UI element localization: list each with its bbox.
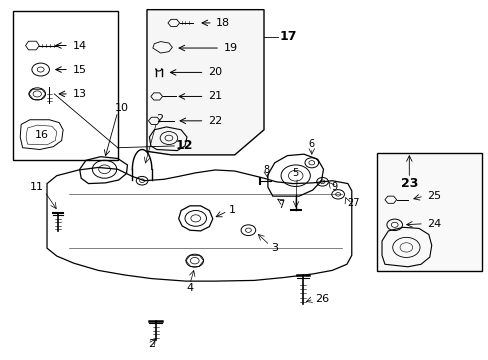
Text: 8: 8 [263,165,269,175]
Bar [376,153,481,271]
Text: 25: 25 [427,191,441,201]
Text: 2: 2 [148,339,155,349]
Polygon shape [147,10,264,155]
Circle shape [245,228,251,232]
Text: 11: 11 [30,182,44,192]
Circle shape [390,222,397,227]
Text: 21: 21 [207,91,222,102]
Text: 14: 14 [73,41,87,50]
Text: 16: 16 [35,130,49,140]
Text: 10: 10 [115,103,129,113]
Circle shape [320,180,325,184]
Text: 20: 20 [207,67,222,77]
Text: 24: 24 [427,219,441,229]
Text: 13: 13 [73,89,87,99]
Text: 4: 4 [185,283,193,293]
Text: 6: 6 [308,139,314,149]
Text: 7: 7 [277,200,284,210]
Text: 9: 9 [330,182,337,192]
Circle shape [335,193,340,196]
Text: 22: 22 [207,116,222,126]
Text: 15: 15 [73,64,87,75]
Text: 5: 5 [292,168,298,178]
Text: 2: 2 [156,114,163,124]
Text: 1: 1 [228,206,235,216]
Circle shape [308,161,314,165]
Circle shape [37,67,44,72]
Text: 3: 3 [271,243,278,253]
Text: 19: 19 [224,43,238,53]
Text: 27: 27 [346,198,359,208]
Text: 12: 12 [175,139,192,152]
Text: 26: 26 [315,294,328,304]
Bar [13,12,118,160]
Text: 23: 23 [400,177,417,190]
Circle shape [140,179,144,183]
Text: 18: 18 [216,18,230,28]
Text: 17: 17 [279,30,297,43]
Bar [376,153,481,271]
